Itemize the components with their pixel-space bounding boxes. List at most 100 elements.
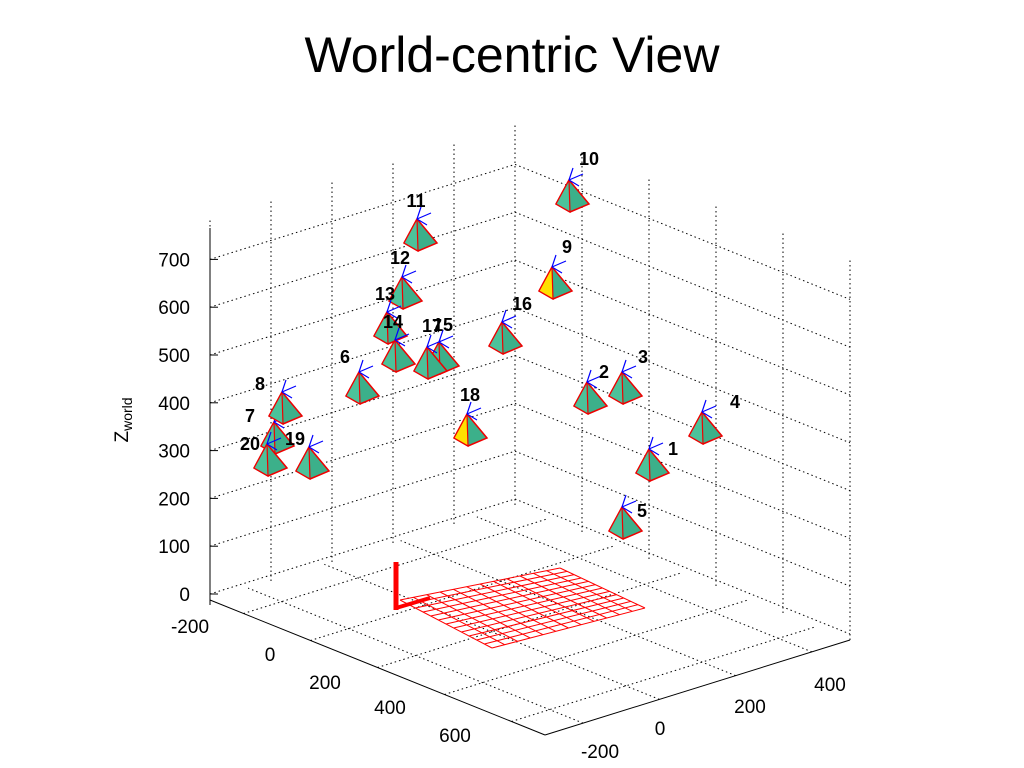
camera-axes bbox=[308, 434, 324, 454]
camera-label: 5 bbox=[637, 501, 647, 521]
camera-axes bbox=[551, 254, 567, 274]
camera bbox=[267, 379, 304, 426]
camera bbox=[380, 327, 417, 374]
camera-axes bbox=[501, 309, 517, 329]
camera-axes bbox=[394, 327, 410, 347]
y-tick-label: 200 bbox=[734, 697, 766, 718]
camera bbox=[607, 359, 644, 406]
x-tick-label: -200 bbox=[171, 617, 209, 638]
camera-label: 1 bbox=[668, 439, 678, 459]
undefined bbox=[514, 355, 851, 492]
camera-axes bbox=[438, 329, 454, 349]
z-tick-label: 400 bbox=[158, 394, 190, 415]
camera-face bbox=[295, 444, 311, 481]
camera-face bbox=[453, 411, 469, 448]
undefined bbox=[514, 259, 851, 396]
camera bbox=[294, 434, 331, 481]
camera-face bbox=[381, 337, 397, 374]
camera-axes bbox=[648, 436, 664, 456]
z-tick-label: 700 bbox=[158, 250, 190, 271]
plane-line bbox=[453, 590, 610, 629]
undefined bbox=[209, 498, 516, 595]
x-tick-label: 400 bbox=[374, 698, 406, 719]
camera-label: 4 bbox=[730, 392, 740, 412]
x-tick-label: 0 bbox=[265, 645, 276, 666]
undefined bbox=[476, 516, 813, 653]
undefined bbox=[400, 540, 736, 677]
undefined bbox=[310, 545, 616, 641]
camera bbox=[344, 359, 381, 406]
undefined bbox=[514, 211, 851, 348]
camera bbox=[607, 494, 644, 541]
camera-label: 7 bbox=[245, 406, 255, 426]
origin-axis bbox=[395, 596, 431, 610]
grid: 0100200300400500600700-2000200400600-200… bbox=[158, 125, 851, 763]
y-tick-label: -200 bbox=[581, 742, 619, 763]
undefined bbox=[209, 355, 516, 452]
camera-face bbox=[635, 446, 651, 483]
camera bbox=[252, 431, 289, 478]
z-subscript: world bbox=[119, 397, 135, 431]
camera-face bbox=[345, 369, 361, 406]
z-symbol: Z bbox=[112, 431, 133, 443]
camera-face bbox=[538, 264, 554, 301]
camera-axes bbox=[358, 359, 374, 379]
camera-axes bbox=[266, 431, 282, 451]
camera-label: 8 bbox=[255, 374, 265, 394]
camera-face bbox=[573, 379, 589, 416]
camera bbox=[402, 206, 439, 253]
plane-line bbox=[559, 567, 646, 609]
camera bbox=[452, 401, 489, 448]
camera bbox=[687, 399, 724, 446]
z-tick-label: 100 bbox=[158, 537, 190, 558]
z-tick-label: 500 bbox=[158, 346, 190, 367]
undefined bbox=[209, 163, 516, 260]
y-tick-label: 0 bbox=[655, 719, 666, 740]
x-tick-label: 200 bbox=[309, 673, 341, 694]
camera-face bbox=[403, 216, 419, 253]
undefined bbox=[514, 307, 851, 444]
camera-axes bbox=[568, 167, 584, 187]
camera-axes bbox=[466, 401, 482, 421]
camera bbox=[387, 264, 424, 311]
plane-line bbox=[445, 587, 603, 625]
camera-label: 20 bbox=[240, 434, 260, 454]
camera-label: 11 bbox=[406, 191, 425, 211]
x-tick-label: 600 bbox=[439, 726, 471, 747]
undefined bbox=[514, 498, 851, 635]
undefined bbox=[209, 450, 516, 547]
slide-title: World-centric View bbox=[305, 27, 721, 83]
undefined bbox=[514, 450, 851, 587]
camera-axes bbox=[426, 334, 442, 354]
camera-face bbox=[388, 274, 404, 311]
undefined bbox=[377, 572, 683, 668]
y-tick-label: 400 bbox=[814, 675, 846, 696]
camera-face bbox=[608, 369, 624, 406]
plane-line bbox=[491, 607, 646, 649]
camera bbox=[634, 436, 671, 483]
plane-line bbox=[461, 594, 617, 633]
camera-label: 15 bbox=[433, 315, 453, 335]
camera bbox=[372, 299, 409, 346]
camera-face bbox=[688, 409, 704, 446]
plane-line bbox=[476, 600, 631, 641]
camera bbox=[537, 254, 574, 301]
camera bbox=[487, 309, 524, 356]
plane-line bbox=[484, 604, 639, 645]
camera bbox=[412, 334, 449, 381]
camera-face bbox=[253, 441, 269, 478]
camera-label: 18 bbox=[460, 385, 480, 405]
camera-label: 17 bbox=[422, 316, 442, 336]
undefined bbox=[209, 211, 516, 308]
camera-label: 16 bbox=[512, 294, 532, 314]
plane-line bbox=[546, 570, 633, 612]
undefined bbox=[514, 402, 851, 539]
z-tick-label: 300 bbox=[158, 442, 190, 463]
camera-face bbox=[555, 177, 571, 214]
camera-label: 13 bbox=[375, 284, 395, 304]
camera-face bbox=[608, 504, 624, 541]
camera-axes bbox=[621, 359, 637, 379]
camera-label: 3 bbox=[638, 347, 648, 367]
camera-axes bbox=[386, 299, 402, 319]
